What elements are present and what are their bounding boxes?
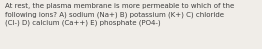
Text: At rest, the plasma membrane is more permeable to which of the
following ions? A: At rest, the plasma membrane is more per… [5, 3, 234, 26]
